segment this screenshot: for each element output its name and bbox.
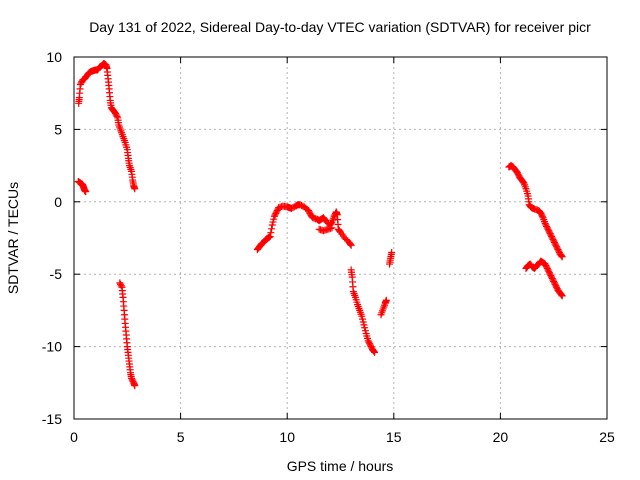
axis-ticks: 0 5 10 15 20 25 -15 -10 -5 0 5 10 — [42, 49, 615, 445]
y-tick-label: -15 — [42, 411, 62, 427]
grid-lines — [74, 57, 607, 419]
data-point — [558, 252, 566, 260]
data-point — [328, 224, 336, 232]
data-point — [113, 112, 121, 120]
y-tick-label: -5 — [50, 266, 63, 282]
data-point — [131, 185, 139, 193]
data-point — [558, 292, 566, 300]
data-points — [74, 60, 566, 390]
x-tick-label: 20 — [493, 429, 509, 445]
x-tick-label: 0 — [70, 429, 78, 445]
x-tick-label: 5 — [177, 429, 185, 445]
y-axis-label: SDTVAR / TECUs — [5, 182, 21, 294]
x-axis-label: GPS time / hours — [287, 458, 394, 474]
data-point — [266, 233, 274, 241]
data-point — [388, 248, 396, 256]
y-tick-label: -10 — [42, 339, 62, 355]
data-point — [382, 296, 390, 304]
plot-frame — [73, 56, 608, 420]
data-point — [117, 282, 125, 290]
data-point — [268, 225, 276, 233]
data-point — [538, 212, 546, 220]
y-tick-label: 5 — [54, 121, 62, 137]
y-tick-label: 10 — [46, 49, 62, 65]
data-point — [370, 347, 378, 355]
data-point — [347, 241, 355, 249]
data-point — [131, 382, 139, 390]
x-tick-label: 10 — [279, 429, 295, 445]
x-tick-label: 25 — [599, 429, 615, 445]
x-tick-label: 15 — [386, 429, 402, 445]
chart-title: Day 131 of 2022, Sidereal Day-to-day VTE… — [89, 19, 591, 35]
y-tick-label: 0 — [54, 194, 62, 210]
data-point — [371, 348, 379, 356]
data-point — [82, 188, 90, 196]
data-point — [267, 229, 275, 237]
data-point — [558, 291, 566, 299]
data-point — [558, 253, 566, 261]
data-point — [346, 240, 354, 248]
